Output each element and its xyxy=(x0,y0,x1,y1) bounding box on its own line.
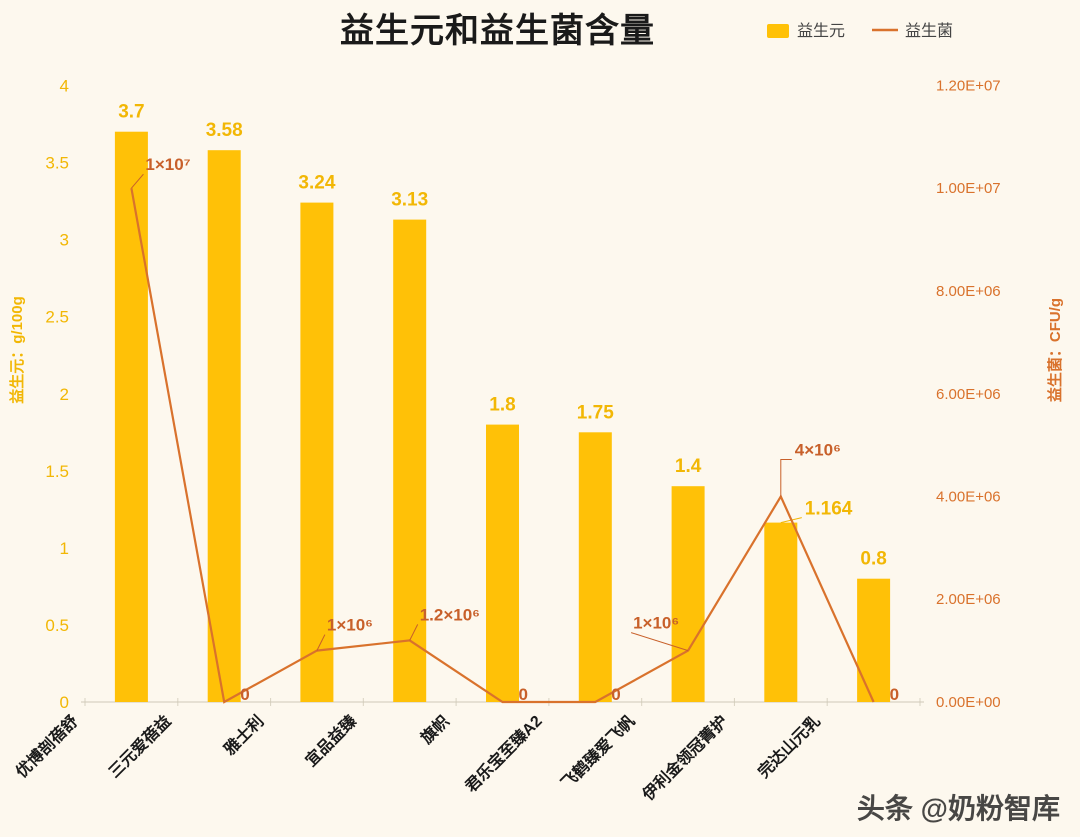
svg-text:3.13: 3.13 xyxy=(391,190,428,211)
svg-text:4: 4 xyxy=(60,77,69,96)
svg-text:益生菌：CFU/g: 益生菌：CFU/g xyxy=(1046,298,1064,402)
svg-text:0: 0 xyxy=(611,685,620,704)
svg-text:0.00E+00: 0.00E+00 xyxy=(936,694,1001,711)
svg-text:1.75: 1.75 xyxy=(577,402,614,423)
svg-text:3.58: 3.58 xyxy=(206,120,243,141)
svg-text:3.24: 3.24 xyxy=(298,173,335,194)
svg-text:6.00E+06: 6.00E+06 xyxy=(936,386,1001,403)
svg-text:1.4: 1.4 xyxy=(675,456,702,477)
svg-text:0: 0 xyxy=(519,685,528,704)
svg-text:益生元: 益生元 xyxy=(797,22,845,40)
svg-text:0.8: 0.8 xyxy=(860,549,886,570)
svg-text:3.7: 3.7 xyxy=(118,102,144,123)
svg-text:益生元和益生菌含量: 益生元和益生菌含量 xyxy=(340,12,655,50)
svg-text:1.5: 1.5 xyxy=(45,462,69,481)
svg-text:0.5: 0.5 xyxy=(45,616,69,635)
svg-text:3: 3 xyxy=(60,231,69,250)
svg-text:0: 0 xyxy=(890,685,899,704)
svg-text:头条 @奶粉智库: 头条 @奶粉智库 xyxy=(857,793,1060,824)
svg-text:1.8: 1.8 xyxy=(489,395,515,416)
svg-text:3.5: 3.5 xyxy=(45,154,69,173)
svg-text:4×10⁶: 4×10⁶ xyxy=(795,441,841,460)
svg-text:1.2×10⁶: 1.2×10⁶ xyxy=(420,605,480,624)
svg-text:1×10⁷: 1×10⁷ xyxy=(145,155,190,174)
svg-text:0: 0 xyxy=(60,693,69,712)
svg-text:2.5: 2.5 xyxy=(45,308,69,327)
svg-text:4.00E+06: 4.00E+06 xyxy=(936,489,1001,506)
svg-text:1: 1 xyxy=(60,539,69,558)
svg-text:0: 0 xyxy=(240,685,249,704)
svg-text:1×10⁶: 1×10⁶ xyxy=(633,614,679,633)
svg-text:1.00E+07: 1.00E+07 xyxy=(936,180,1001,197)
svg-text:8.00E+06: 8.00E+06 xyxy=(936,283,1001,300)
svg-text:2: 2 xyxy=(60,385,69,404)
svg-text:益生菌: 益生菌 xyxy=(905,22,953,40)
svg-text:1.164: 1.164 xyxy=(805,499,853,520)
svg-text:2.00E+06: 2.00E+06 xyxy=(936,591,1001,608)
svg-text:益生元：g/100g: 益生元：g/100g xyxy=(8,296,26,404)
svg-text:1×10⁶: 1×10⁶ xyxy=(327,616,373,635)
svg-text:1.20E+07: 1.20E+07 xyxy=(936,78,1001,95)
